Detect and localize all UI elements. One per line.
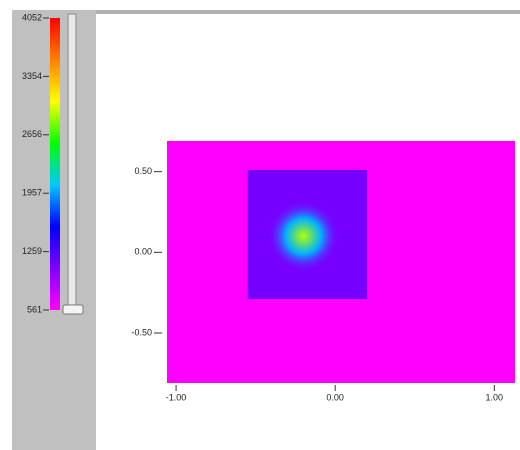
colorbar-tick-label: 3354 — [22, 71, 42, 81]
colorbar-tick-label: 1957 — [22, 188, 42, 198]
peak-spot — [268, 201, 339, 272]
y-tick-label: -0.50 — [131, 327, 152, 337]
colorbar-tick-label: 1259 — [22, 246, 42, 256]
top-border — [96, 10, 520, 14]
colorbar-tick-label: 561 — [27, 304, 42, 314]
colorbar-tick-label: 2656 — [22, 129, 42, 139]
colorbar — [50, 18, 60, 310]
slider-thumb[interactable] — [63, 305, 83, 314]
x-tick-label: 0.00 — [326, 392, 344, 402]
x-tick-label: 1.00 — [486, 392, 504, 402]
app-window: 4052 3354 2656 1957 1259 561 0.50 0.00 -0.50 -1.0… — [0, 0, 520, 450]
y-tick-label: 0.50 — [134, 166, 152, 176]
y-tick-label: 0.00 — [134, 247, 152, 257]
colorbar-tick-label: 4052 — [22, 12, 42, 22]
x-tick-label: -1.00 — [166, 392, 187, 402]
slider-track[interactable] — [68, 14, 76, 312]
